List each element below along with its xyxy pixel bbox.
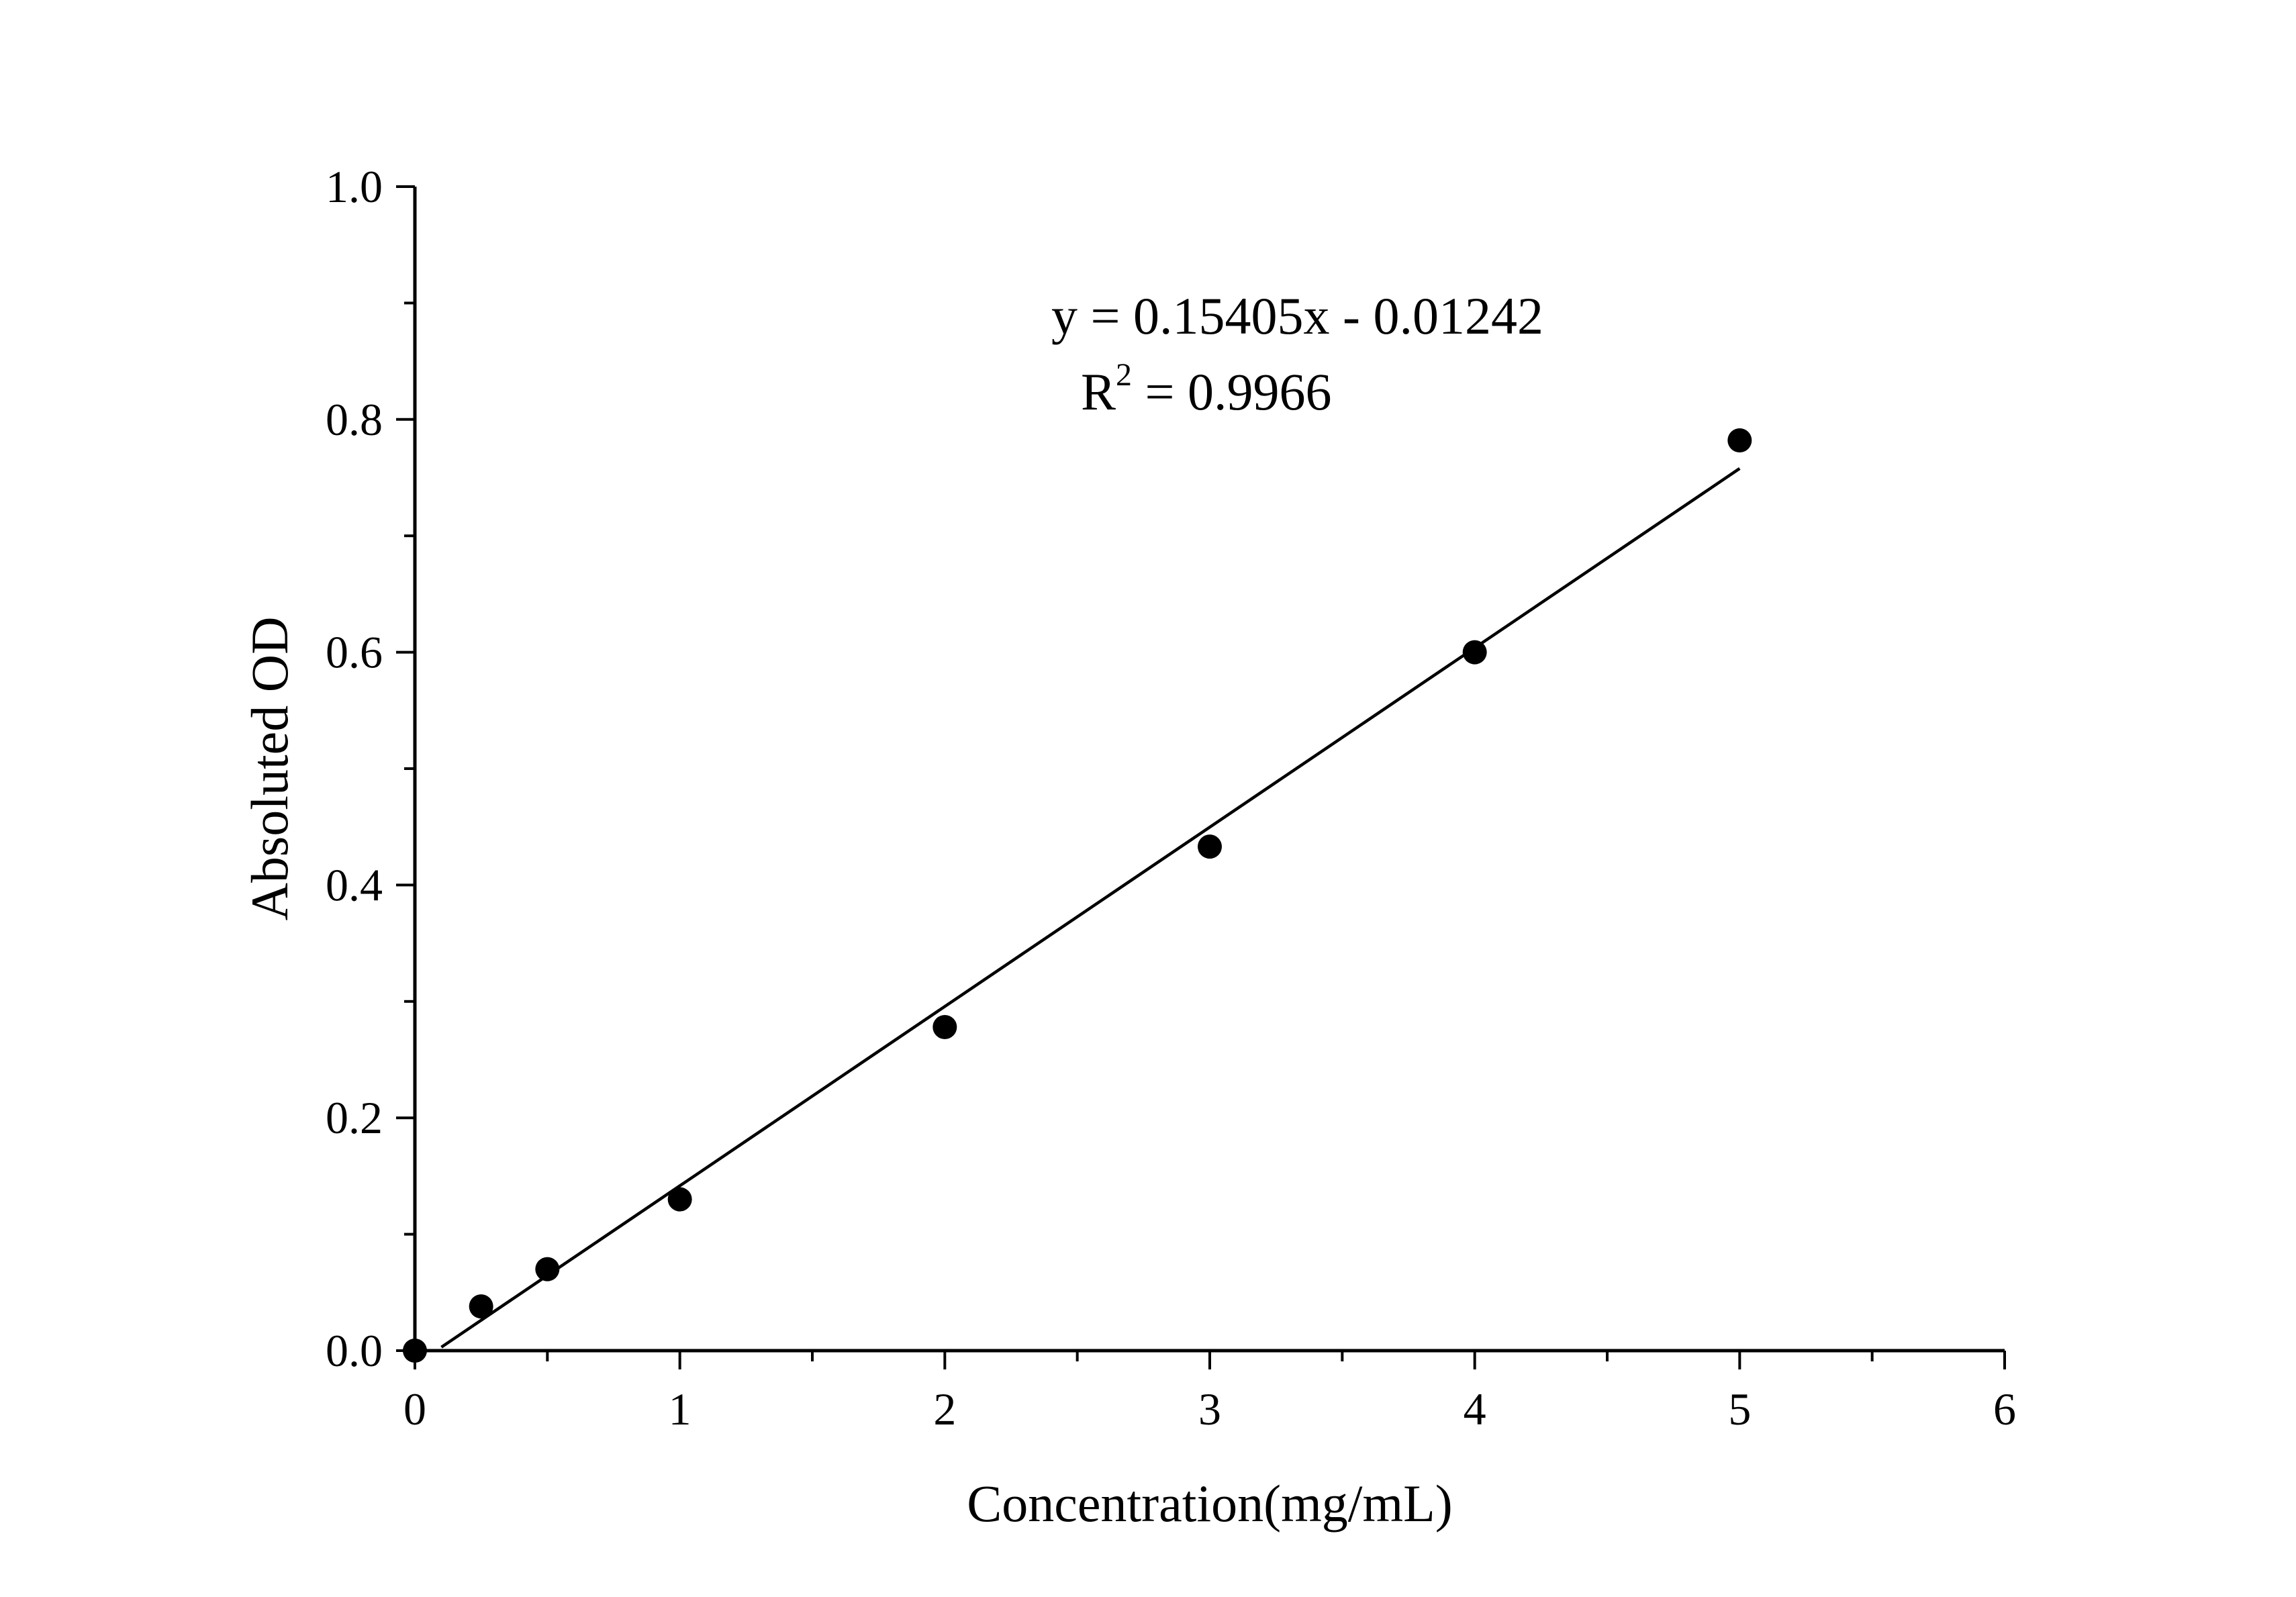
x-tick-label: 2: [933, 1384, 956, 1435]
r-squared-value: = 0.9966: [1132, 362, 1332, 421]
axis-labels: Concentration(mg/mL) Absoluted OD: [240, 617, 1453, 1533]
x-tick-label: 5: [1728, 1384, 1751, 1435]
y-axis-title: Absoluted OD: [240, 617, 299, 921]
axes: 0 1 2 3 4 5 6 0.0 0.2 0.4 0.6 0.8 1.0: [326, 161, 2016, 1435]
x-tick-label: 0: [403, 1384, 426, 1435]
data-point: [1198, 834, 1222, 859]
x-tick-label: 4: [1464, 1384, 1486, 1435]
x-axis-title: Concentration(mg/mL): [967, 1474, 1452, 1533]
equation-annotation: y = 0.15405x - 0.01242: [1051, 287, 1543, 345]
linear-fit-line: [440, 467, 1741, 1349]
x-tick-label: 1: [669, 1384, 691, 1435]
r-squared-prefix: R: [1081, 362, 1116, 421]
data-points: [403, 428, 1752, 1363]
y-tick-label: 0.8: [326, 394, 383, 445]
data-point: [469, 1294, 493, 1319]
y-tick-label: 0.4: [326, 859, 383, 910]
y-tick-label: 0.6: [326, 627, 383, 678]
y-tick-label: 1.0: [326, 161, 383, 212]
data-point: [403, 1339, 427, 1363]
fit-line-layer: [440, 467, 1741, 1349]
x-tick-label: 3: [1198, 1384, 1221, 1435]
y-tick-label: 0.2: [326, 1092, 383, 1143]
x-tick-label: 6: [1993, 1384, 2016, 1435]
r-squared-annotation: R2 = 0.9966: [1081, 357, 1332, 421]
data-point: [932, 1014, 957, 1039]
data-point: [667, 1187, 692, 1212]
data-point: [1462, 640, 1487, 665]
data-point: [535, 1257, 560, 1281]
y-tick-label: 0.0: [326, 1325, 383, 1376]
r-squared-superscript: 2: [1116, 357, 1132, 393]
annotations: y = 0.15405x - 0.01242 R2 = 0.9966: [1051, 287, 1543, 421]
data-point: [1727, 428, 1752, 453]
